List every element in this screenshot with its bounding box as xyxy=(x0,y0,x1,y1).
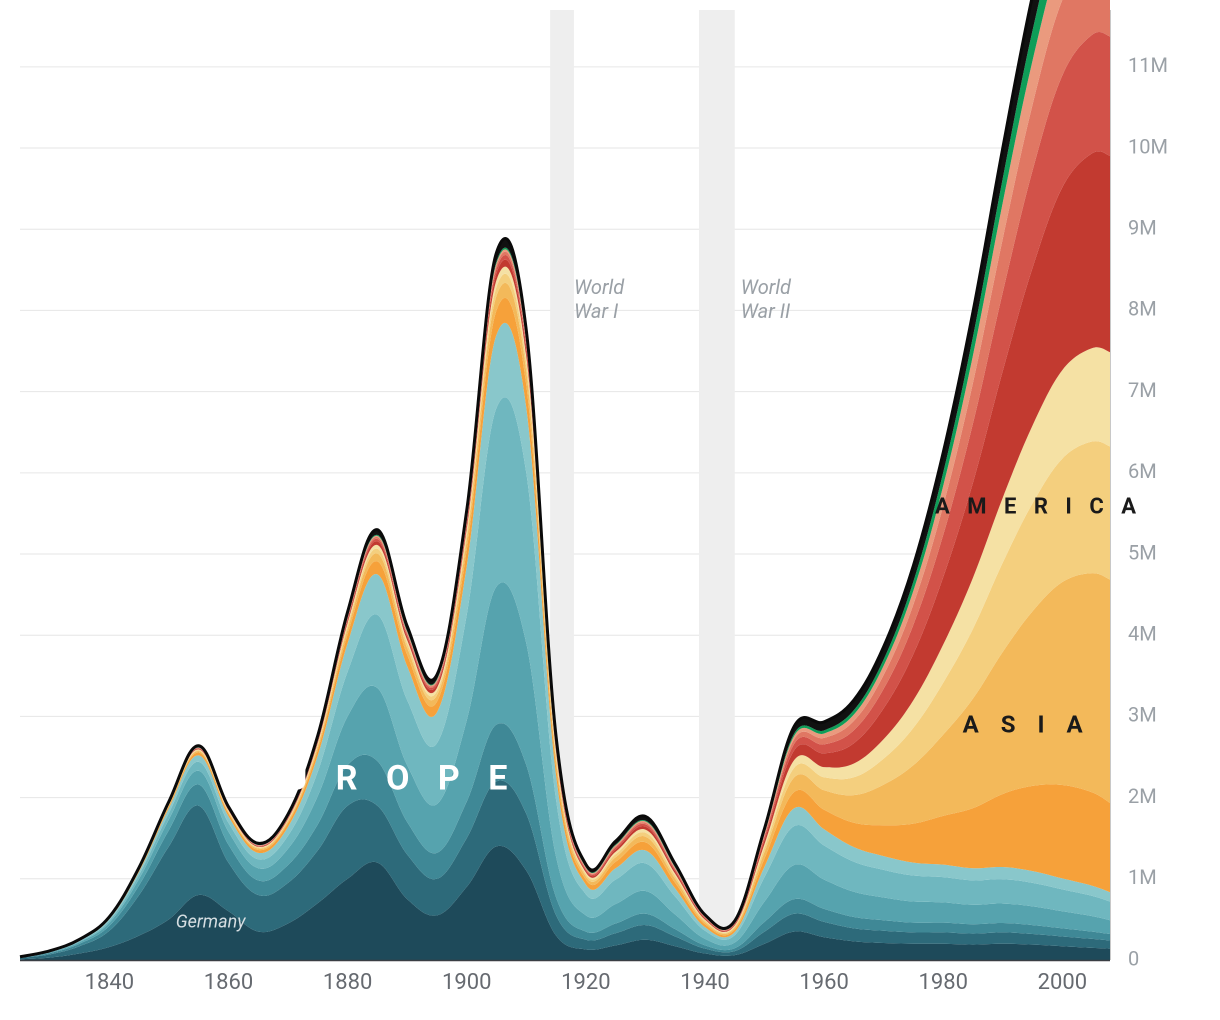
x-tick-label: 1880 xyxy=(323,970,372,995)
immigration-stacked-area-chart: 0 1M 2M 3M 4M 5M 6M 7M 8M 9M 10M 11M 1840 1860 1880 190… xyxy=(0,0,1220,1020)
x-tick-label: 1920 xyxy=(561,970,610,995)
y-tick-label: 10M xyxy=(1128,134,1168,158)
x-tick-label: 1900 xyxy=(442,970,491,995)
event-label: WorldWar I xyxy=(574,275,625,323)
chart-svg: 0 1M 2M 3M 4M 5M 6M 7M 8M 9M 10M 11M 1840 1860 1880 190… xyxy=(0,0,1220,1020)
x-tick-label: 1840 xyxy=(85,970,134,995)
y-tick-label: 11M xyxy=(1128,53,1168,77)
y-tick-label: 0 xyxy=(1128,946,1139,970)
y-tick-label: 2M xyxy=(1128,784,1157,808)
x-tick-label: 1960 xyxy=(799,970,848,995)
x-tick-label: 2000 xyxy=(1038,970,1087,995)
y-tick-label: 3M xyxy=(1128,703,1157,727)
y-tick-label: 9M xyxy=(1128,216,1157,240)
region-label: A M E R I C A xyxy=(935,494,1142,519)
y-tick-label: 4M xyxy=(1128,621,1157,645)
region-label: A S I A xyxy=(963,711,1091,739)
x-tick-label: 1860 xyxy=(204,970,253,995)
event-label: WorldWar II xyxy=(741,275,792,323)
series-inline-label: Germany xyxy=(176,912,247,933)
x-tick-label: 1980 xyxy=(918,970,967,995)
y-tick-label: 7M xyxy=(1128,378,1157,402)
region-label: E U R O P E xyxy=(237,758,517,798)
event-band xyxy=(699,10,735,960)
x-tick-label: 1940 xyxy=(680,970,729,995)
y-tick-label: 6M xyxy=(1128,459,1157,483)
y-tick-label: 8M xyxy=(1128,297,1157,321)
y-tick-label: 1M xyxy=(1128,865,1157,889)
y-tick-label: 5M xyxy=(1128,540,1157,564)
